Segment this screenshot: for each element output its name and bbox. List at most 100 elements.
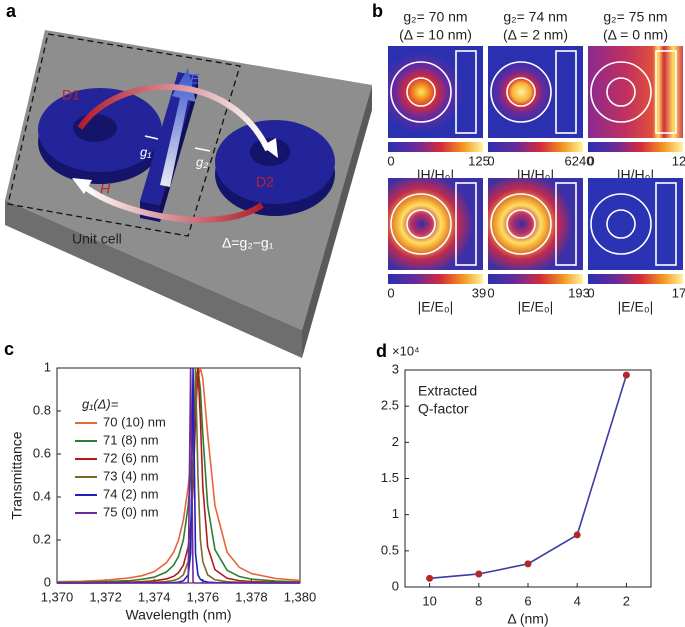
d2-label: D2 <box>256 174 274 190</box>
marker <box>524 560 532 568</box>
colorbar <box>488 274 583 284</box>
colorbar-label: |E/E₀| <box>618 299 654 315</box>
series-line <box>57 367 300 584</box>
panel-a: a D1 D2 E H g₁ g₂ Unit cell Δ=g₂−g₁ <box>5 1 372 358</box>
legend-label: 73 (4) nm <box>103 468 159 483</box>
ring-outline <box>606 209 636 239</box>
panel-d: d 10 8 6 4 2 0 0.5 1 1.5 2 2.5 3 Δ (nm) ×10⁴ Extracted Q… <box>376 341 652 627</box>
y-tick-label: 2 <box>392 434 399 449</box>
bar-outline <box>555 50 577 134</box>
x-tick-label: 1,370 <box>41 589 74 604</box>
x-tick-label: 1,374 <box>138 589 171 604</box>
panel-label: a <box>6 1 17 21</box>
x-axis-label: Wavelength (nm) <box>125 607 231 623</box>
y-tick-label: 0.8 <box>33 402 51 417</box>
legend-label: 74 (2) nm <box>103 486 159 501</box>
ring-outline <box>390 61 452 123</box>
x-tick-label: 1,376 <box>187 589 220 604</box>
colorbar-label: |E/E₀| <box>518 299 554 315</box>
panel-label: b <box>372 1 383 21</box>
colorbar <box>388 142 483 152</box>
slab-side <box>5 200 302 358</box>
h-arrow <box>82 183 264 223</box>
legend-title: g₁(Δ)= <box>82 396 119 411</box>
g2-label: g₂ <box>196 154 208 169</box>
colorbar-max: 12 <box>672 153 685 168</box>
colorbar-min: 0 <box>487 285 494 300</box>
unit-cell-label: Unit cell <box>72 231 122 247</box>
panel-c: c 1,370 1,372 1,374 1,376 1,378 1,380 0 0.2 0.4 0.… <box>4 339 316 623</box>
y-tick-label: 0.5 <box>381 542 399 557</box>
y-tick-label: 0.4 <box>33 488 51 503</box>
ring-outline <box>506 209 536 239</box>
slab-side <box>302 85 372 358</box>
colorbar-max: 125 <box>468 153 490 168</box>
x-tick-label: 4 <box>574 593 581 608</box>
colorbar-min: 0 <box>387 153 394 168</box>
y-tick-label: 0.2 <box>33 531 51 546</box>
colorbar <box>388 274 483 284</box>
column-subtitle: (Δ = 10 nm) <box>399 27 472 43</box>
colorbar-min: 0 <box>487 153 494 168</box>
bar-outline <box>455 182 477 266</box>
ring-outline <box>390 193 452 255</box>
bar-outline <box>655 182 677 266</box>
gap-arrow <box>144 135 159 140</box>
legend-label: 71 (8) nm <box>103 432 159 447</box>
e-arrow <box>160 68 196 187</box>
marker <box>622 371 630 379</box>
colorbar <box>488 142 583 152</box>
y-multiplier: ×10⁴ <box>392 343 420 358</box>
x-tick-label: 8 <box>475 593 482 608</box>
panel-label: c <box>4 339 14 359</box>
ring-outline <box>606 77 636 107</box>
x-tick-label: 10 <box>422 593 436 608</box>
y-tick-label: 0 <box>392 578 399 593</box>
column-title: g₂= 75 nm <box>603 9 667 25</box>
bar-outline <box>655 50 677 134</box>
colorbar-max: 6240 <box>565 153 594 168</box>
ring-d2 <box>215 120 335 204</box>
y-tick-label: 1 <box>392 506 399 521</box>
colorbar-max: 17 <box>672 285 685 300</box>
x-tick-label: 1,380 <box>284 589 317 604</box>
unit-cell <box>7 33 241 237</box>
ring-outline <box>490 193 552 255</box>
ring-outline <box>406 209 436 239</box>
arrowhead <box>262 138 278 158</box>
x-tick-label: 1,378 <box>235 589 268 604</box>
y-tick-label: 0 <box>44 574 51 589</box>
colorbar-label: |E/E₀| <box>418 299 454 315</box>
ring-outline <box>406 77 436 107</box>
e-label: E <box>190 71 200 87</box>
y-axis-label: Transmittance <box>9 431 25 519</box>
legend-label: 72 (6) nm <box>103 450 159 465</box>
marker <box>573 531 581 539</box>
colorbar-max: 193 <box>568 285 590 300</box>
x-tick-label: 2 <box>623 593 630 608</box>
colorbar-min: 0 <box>387 285 394 300</box>
ring-outline <box>590 61 652 123</box>
legend-label: 75 (0) nm <box>103 504 159 519</box>
x-tick-label: 6 <box>524 593 531 608</box>
annotation: Extracted <box>418 383 477 399</box>
arrowhead <box>72 178 92 194</box>
colorbar <box>588 274 683 284</box>
column-subtitle: (Δ = 2 nm) <box>503 27 568 43</box>
annotation: Q-factor <box>418 401 469 417</box>
y-tick-label: 1 <box>44 359 51 374</box>
column-subtitle: (Δ = 0 nm) <box>603 27 668 43</box>
y-tick-label: 2.5 <box>381 398 399 413</box>
y-tick-label: 0.6 <box>33 445 51 460</box>
colorbar-min: 0 <box>587 285 594 300</box>
legend-label: 70 (10) nm <box>103 414 166 429</box>
y-tick-label: 3 <box>392 361 399 376</box>
column-title: g₂= 74 nm <box>503 9 567 25</box>
ring-d1 <box>37 87 162 173</box>
d1-label: D1 <box>62 87 80 103</box>
delta-label: Δ=g₂−g₁ <box>222 235 274 251</box>
h-label: H <box>100 181 111 197</box>
x-axis-label: Δ (nm) <box>507 611 548 627</box>
g1-label: g₁ <box>140 144 151 159</box>
